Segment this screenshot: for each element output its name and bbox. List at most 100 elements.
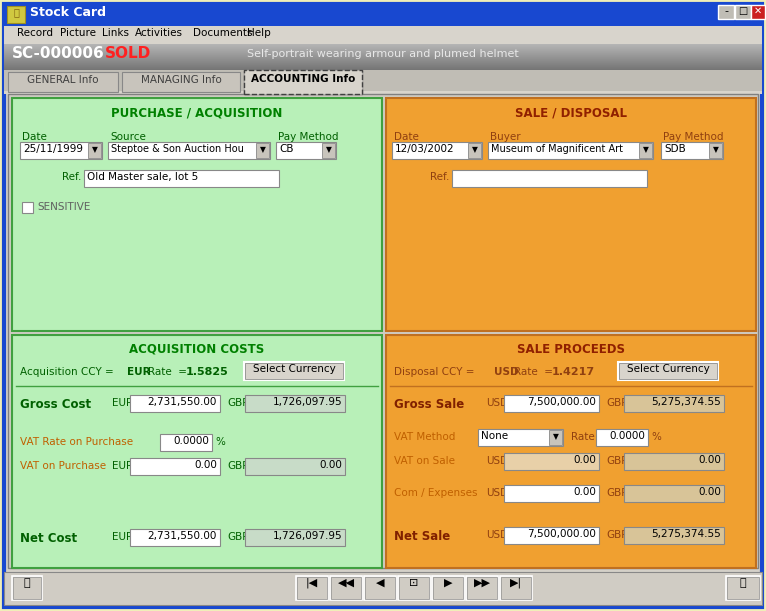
Bar [88, 143, 101, 158]
Bar [4, 58, 762, 59]
Bar [386, 335, 756, 568]
Text: 5,275,374.55: 5,275,374.55 [651, 529, 721, 539]
Bar [549, 430, 562, 445]
Text: 2,731,550.00: 2,731,550.00 [148, 397, 217, 407]
Text: Buyer: Buyer [490, 132, 521, 142]
Bar [22, 202, 33, 213]
Text: 0.00: 0.00 [194, 460, 217, 470]
Text: PURCHASE / ACQUISITION: PURCHASE / ACQUISITION [111, 106, 283, 119]
Text: ▼: ▼ [92, 145, 98, 154]
Text: EUR: EUR [112, 398, 133, 408]
Text: Date: Date [22, 132, 47, 142]
Text: EUR: EUR [112, 532, 133, 542]
Bar [330, 576, 362, 600]
Text: SALE PROCEEDS: SALE PROCEEDS [517, 343, 625, 356]
Bar [4, 26, 762, 44]
Bar [245, 458, 345, 475]
Text: 📖: 📖 [24, 578, 31, 588]
Bar [13, 577, 41, 599]
Bar [4, 49, 762, 50]
Bar [245, 363, 343, 379]
Text: 5,275,374.55: 5,275,374.55 [651, 397, 721, 407]
Bar [4, 50, 762, 51]
Text: 0.00: 0.00 [698, 487, 721, 497]
Text: USD: USD [486, 530, 508, 540]
Bar [244, 362, 344, 380]
Bar [619, 363, 717, 379]
Text: Ref.: Ref. [430, 172, 450, 182]
Text: %: % [651, 432, 661, 442]
Bar [276, 142, 336, 159]
Bar [726, 576, 760, 600]
Bar [365, 577, 395, 599]
Text: ▼: ▼ [713, 145, 719, 154]
Text: Rate: Rate [571, 432, 594, 442]
Bar [4, 52, 762, 53]
Bar [20, 142, 102, 159]
Text: Source: Source [110, 132, 146, 142]
Bar [122, 72, 240, 92]
Text: 25/11/1999: 25/11/1999 [23, 144, 83, 154]
Bar [432, 576, 464, 600]
Text: SALE / DISPOSAL: SALE / DISPOSAL [515, 106, 627, 119]
Text: 0.00: 0.00 [573, 487, 596, 497]
Bar [501, 577, 531, 599]
Bar [718, 5, 734, 19]
Text: 1.4217: 1.4217 [552, 367, 595, 377]
Text: ACQUISITION COSTS: ACQUISITION COSTS [129, 343, 264, 356]
Text: ▼: ▼ [326, 145, 332, 154]
Text: GBP: GBP [606, 456, 627, 466]
Bar [4, 572, 762, 605]
Text: USD: USD [486, 456, 508, 466]
Bar [364, 576, 396, 600]
Bar [4, 51, 762, 52]
Bar [4, 54, 762, 55]
Bar [130, 458, 220, 475]
Bar [709, 143, 722, 158]
Bar [8, 72, 118, 92]
Bar [624, 453, 724, 470]
Text: SC-000006: SC-000006 [12, 46, 105, 61]
Bar [4, 91, 762, 94]
Bar [727, 577, 759, 599]
Text: GBP: GBP [227, 398, 248, 408]
Text: 0.0000: 0.0000 [173, 436, 209, 446]
Text: ✕: ✕ [754, 6, 762, 16]
Text: Rate  =: Rate = [514, 367, 553, 377]
Text: Pay Method: Pay Method [278, 132, 339, 142]
Bar [12, 335, 382, 568]
Bar [504, 485, 599, 502]
Bar [331, 577, 361, 599]
Bar [256, 143, 269, 158]
Text: 12/03/2002: 12/03/2002 [395, 144, 455, 154]
Text: ▼: ▼ [260, 145, 266, 154]
Text: Help: Help [247, 28, 270, 38]
Text: GBP: GBP [606, 398, 627, 408]
Bar [661, 142, 723, 159]
Bar [398, 576, 430, 600]
Text: Date: Date [394, 132, 419, 142]
Bar [467, 577, 497, 599]
Text: Net Cost: Net Cost [20, 532, 77, 545]
Text: Pay Method: Pay Method [663, 132, 724, 142]
Bar [4, 56, 762, 57]
Text: ▼: ▼ [643, 145, 649, 154]
Text: ◀◀: ◀◀ [338, 578, 355, 588]
Bar [84, 170, 279, 187]
Bar [12, 98, 382, 331]
Text: 1,726,097.95: 1,726,097.95 [273, 531, 342, 541]
Bar [4, 62, 762, 63]
Text: Com / Expenses: Com / Expenses [394, 488, 477, 498]
Text: Gross Sale: Gross Sale [394, 398, 464, 411]
Text: Old Master sale, lot 5: Old Master sale, lot 5 [87, 172, 198, 182]
Text: Steptoe & Son Auction Hou: Steptoe & Son Auction Hou [111, 144, 244, 154]
Bar [4, 70, 762, 94]
Bar [735, 5, 751, 19]
Text: USD: USD [486, 398, 508, 408]
Text: 0.0000: 0.0000 [609, 431, 645, 441]
Text: VAT Method: VAT Method [394, 432, 455, 442]
Bar [4, 64, 762, 65]
Text: %: % [215, 437, 225, 447]
Bar [4, 60, 762, 61]
Text: MANAGING Info: MANAGING Info [141, 75, 221, 85]
